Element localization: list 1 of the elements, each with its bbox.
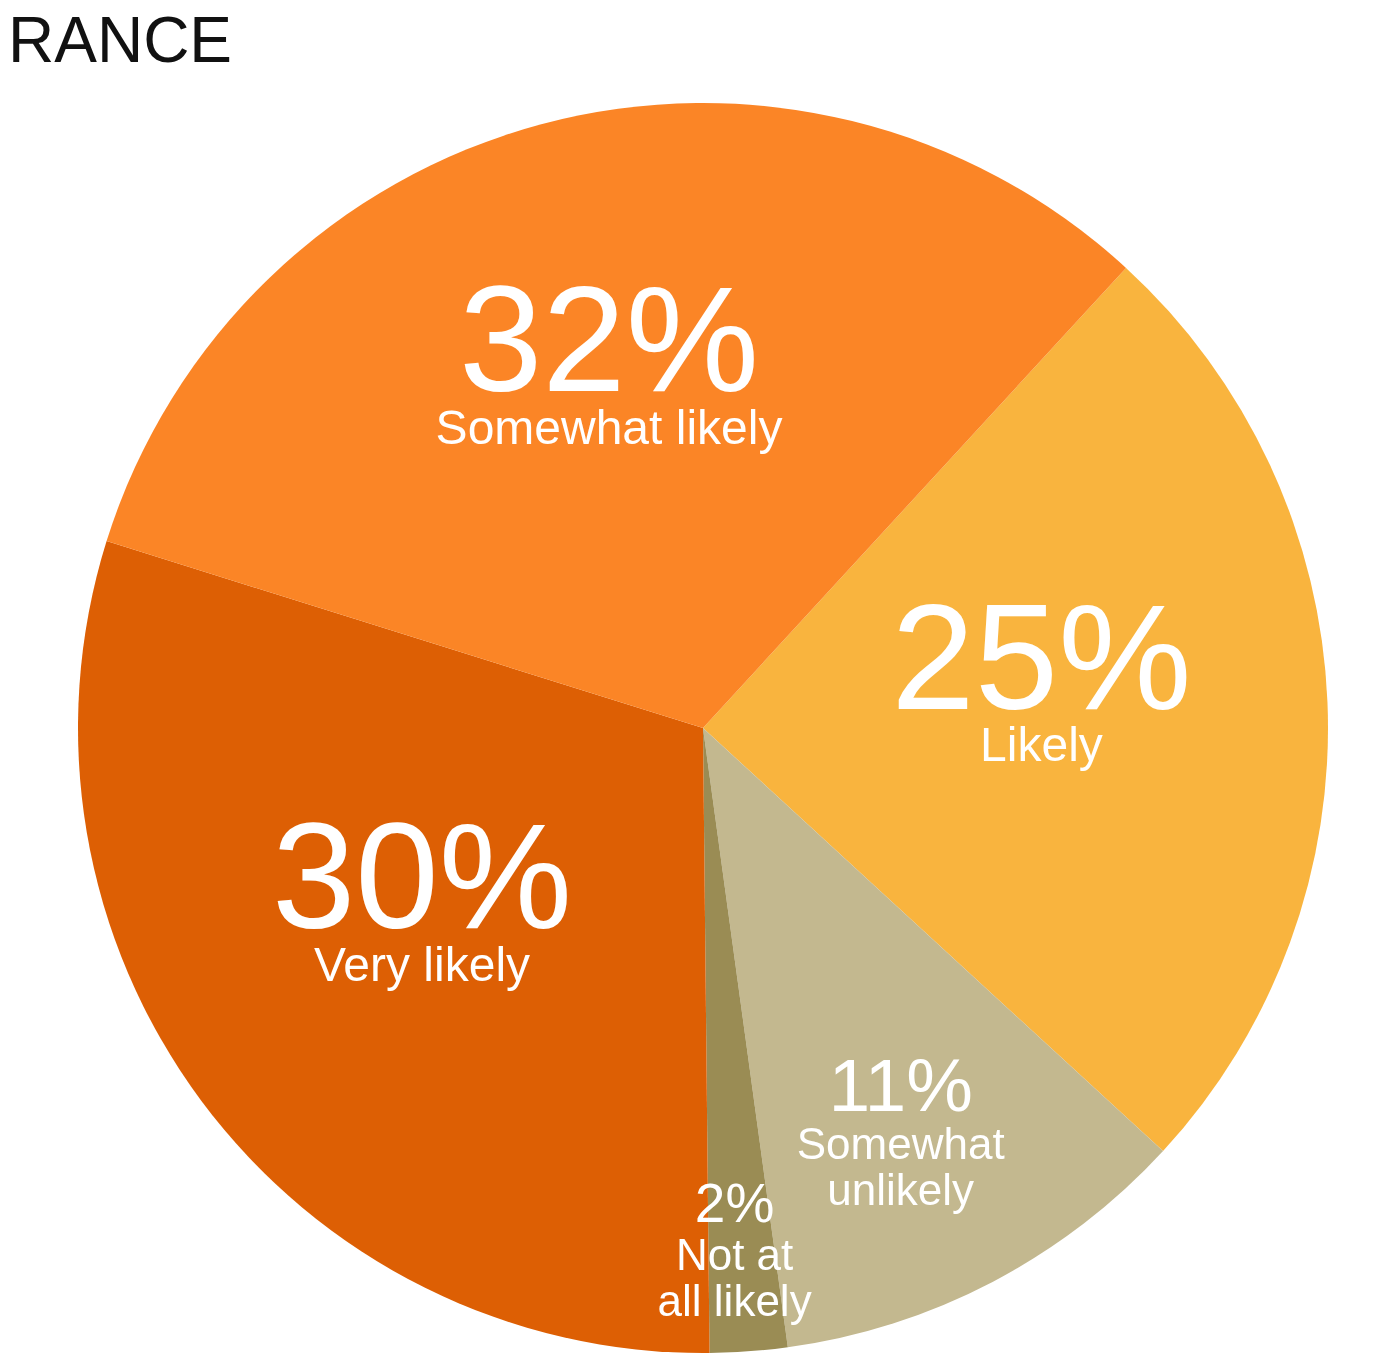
chart-title: RANCE [8, 4, 233, 76]
